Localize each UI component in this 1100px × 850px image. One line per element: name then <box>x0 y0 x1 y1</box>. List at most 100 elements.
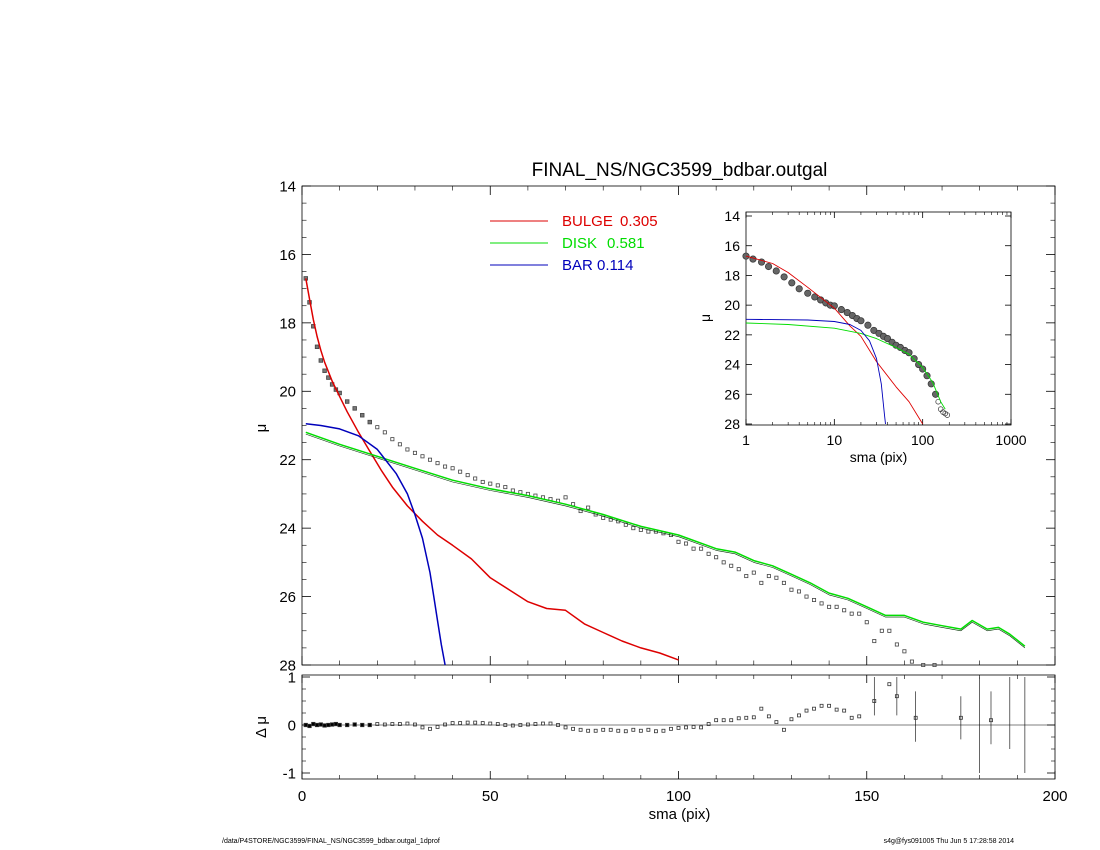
residual-point <box>405 721 410 726</box>
residual-point <box>556 723 560 727</box>
main-data-point <box>443 464 448 469</box>
inset-ytick-label: 28 <box>724 416 740 432</box>
main-data-point <box>608 517 613 522</box>
legend-value-bulge: 0.305 <box>620 213 658 230</box>
main-data-point <box>367 419 372 425</box>
inset-frame <box>745 211 1012 426</box>
residual-point <box>631 727 636 732</box>
residual-point <box>541 721 545 726</box>
inset-data-point <box>857 317 865 325</box>
main-data-point <box>834 604 839 609</box>
residual-point <box>318 722 323 727</box>
inset-curve-disk <box>745 322 946 410</box>
residual-point <box>382 722 387 727</box>
main-data-point <box>857 611 862 616</box>
main-data-point <box>631 526 636 531</box>
residual-point <box>495 722 500 726</box>
residual-point <box>601 727 606 732</box>
main-ytick-label: 20 <box>279 384 296 401</box>
main-data-point <box>314 344 320 350</box>
main-data-point <box>473 476 478 481</box>
residual-ytick-label: 1 <box>288 669 296 686</box>
residual-point <box>684 725 688 730</box>
residual-point <box>345 722 350 728</box>
residual-point <box>759 706 764 711</box>
main-data-point <box>405 447 410 452</box>
main-legend: BULGE 0.305 DISK 0.581 BAR 0.114 <box>490 213 658 274</box>
residual-point <box>804 708 809 713</box>
residual-ytick-label: -1 <box>283 765 296 782</box>
inset-data-point <box>811 293 819 301</box>
residual-point <box>326 722 331 728</box>
inset-data-point <box>915 361 923 369</box>
legend-value-bar: 0.114 <box>597 257 633 274</box>
residual-point <box>623 729 628 734</box>
residual-point <box>420 725 425 730</box>
main-data-point <box>322 368 327 373</box>
residual-point <box>337 722 342 728</box>
main-data-point <box>699 546 704 551</box>
inset-data-point <box>795 285 803 293</box>
main-data-point <box>495 483 500 488</box>
main-data-point <box>774 575 779 580</box>
residual-point <box>375 722 380 726</box>
residual-point <box>669 726 673 731</box>
residual-point <box>638 728 643 733</box>
main-data-point <box>736 567 741 572</box>
inset-curve-bar <box>745 318 886 425</box>
residual-point <box>330 722 335 727</box>
residual-point <box>333 721 338 727</box>
main-data-point <box>902 649 907 654</box>
inset-background <box>746 212 1011 425</box>
inset-xtick-label: 100 <box>911 432 935 448</box>
main-data-point <box>879 628 884 633</box>
main-data-point <box>872 639 877 644</box>
inset-data-point <box>804 289 812 297</box>
residual-point <box>578 727 583 732</box>
main-data-point <box>706 551 711 556</box>
inset-xtick-label: 1000 <box>995 432 1026 448</box>
residual-point <box>435 725 440 729</box>
main-ytick-label: 14 <box>279 178 296 195</box>
residual-point <box>465 720 470 725</box>
main-data-point <box>382 430 387 435</box>
main-data-point <box>921 663 926 668</box>
main-data-point <box>646 529 651 534</box>
main-data-point <box>721 560 726 565</box>
main-data-point <box>827 604 832 609</box>
inset-ytick-label: 14 <box>724 208 740 224</box>
residual-point <box>706 722 711 726</box>
main-data-point <box>397 442 402 447</box>
main-data-point <box>318 358 324 363</box>
main-data-point <box>804 594 809 599</box>
inset-ytick-label: 26 <box>724 386 740 402</box>
residual-point <box>913 715 918 720</box>
inset-data-point <box>923 372 931 380</box>
inset-data-point <box>864 321 872 329</box>
main-ytick-label: 24 <box>279 521 296 538</box>
inset-ylabel: μ <box>697 314 713 322</box>
residual-point <box>646 727 651 732</box>
main-data-point <box>375 425 380 430</box>
residual-point <box>751 715 756 720</box>
residual-point <box>887 682 892 687</box>
residual-xlabel: sma (pix) <box>649 806 711 823</box>
residual-point <box>721 718 726 723</box>
main-data-point <box>458 469 463 474</box>
residual-point <box>782 727 786 732</box>
residual-xtick-label: 150 <box>854 788 879 805</box>
main-data-point <box>796 589 801 594</box>
residual-point <box>450 721 455 725</box>
main-data-point <box>812 597 817 602</box>
main-data-point <box>586 505 591 510</box>
residual-point <box>586 728 591 733</box>
residual-point <box>812 706 816 711</box>
main-data-point <box>435 461 440 466</box>
main-ytick-label: 16 <box>279 247 296 264</box>
main-data-point <box>691 546 696 551</box>
residual-point <box>473 720 478 725</box>
main-curve-bulge <box>305 278 679 661</box>
main-data-point <box>729 563 734 568</box>
residual-point <box>827 703 831 708</box>
main-curve-bar <box>305 423 446 666</box>
